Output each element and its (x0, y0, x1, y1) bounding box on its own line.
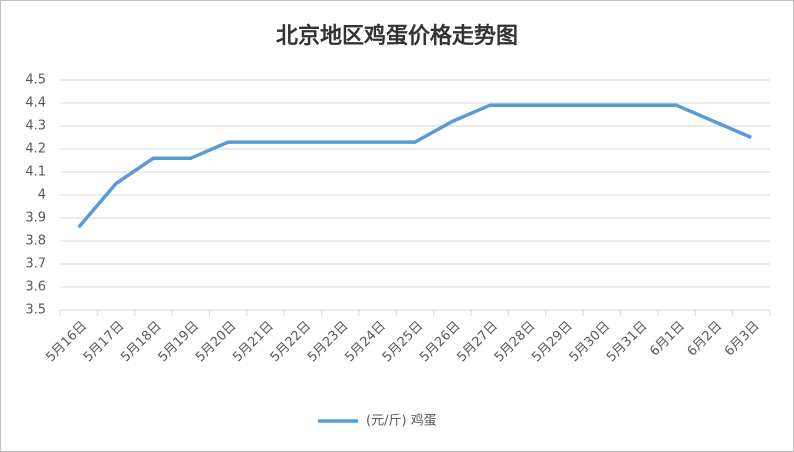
y-tick-label: 3.7 (25, 257, 46, 272)
y-tick-label: 4 (38, 188, 46, 203)
line-series (77, 103, 753, 229)
y-tick-label: 3.8 (25, 234, 46, 249)
chart-title: 北京地区鸡蛋价格走势图 (276, 23, 518, 49)
y-tick-label: 3.5 (25, 303, 46, 318)
legend-label: (元/斤) 鸡蛋 (366, 413, 437, 429)
y-tick-label: 4.3 (25, 119, 46, 134)
y-tick-label: 3.9 (25, 211, 46, 226)
y-tick-label: 3.6 (25, 280, 46, 295)
y-tick-label: 4.1 (25, 165, 46, 180)
y-tick-label: 4.4 (25, 96, 46, 111)
y-tick-label: 4.2 (25, 142, 46, 157)
y-tick-label: 4.5 (25, 73, 46, 88)
